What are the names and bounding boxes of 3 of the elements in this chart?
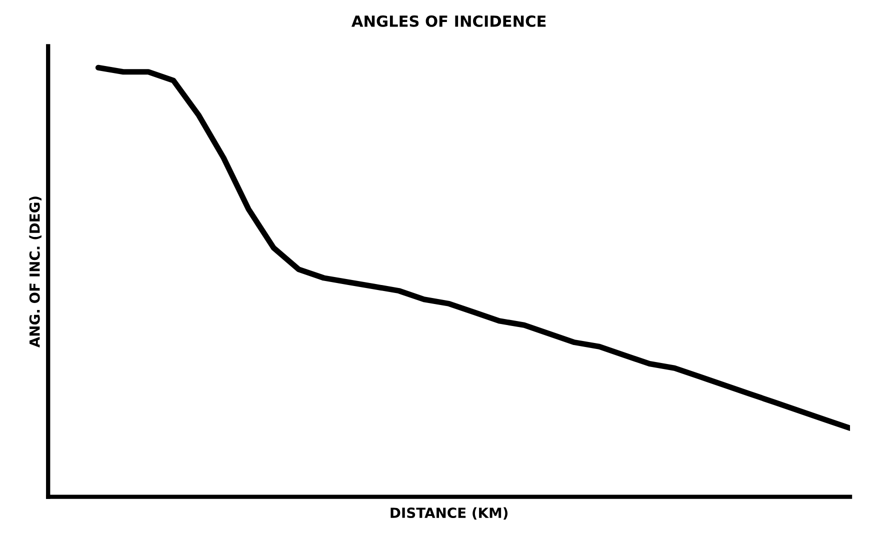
chart-title: ANGLES OF INCIDENCE bbox=[351, 15, 546, 27]
x-axis-title: DISTANCE (KM) bbox=[390, 507, 508, 520]
y-axis-title: ANG. OF INC. (DEG) bbox=[29, 196, 42, 348]
